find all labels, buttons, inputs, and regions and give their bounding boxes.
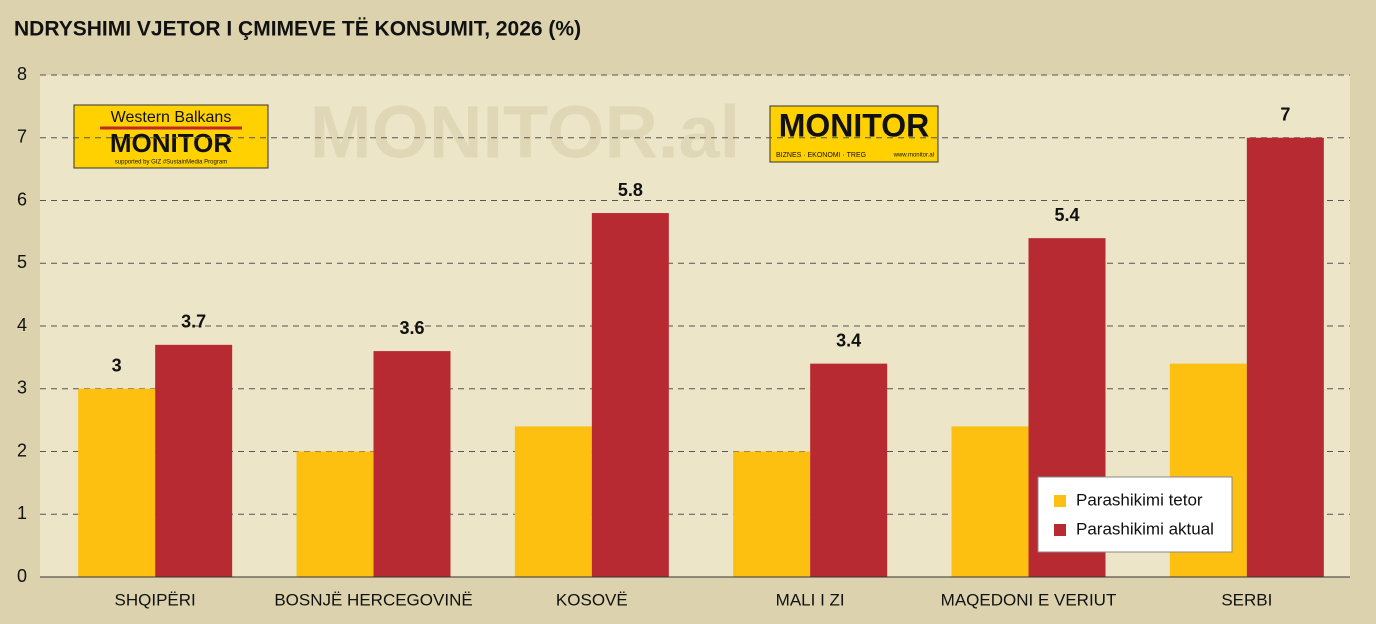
bar xyxy=(1246,137,1324,577)
y-tick-label: 7 xyxy=(17,127,27,147)
bar xyxy=(951,426,1029,577)
x-tick-label: KOSOVË xyxy=(556,590,628,609)
y-tick-label: 0 xyxy=(17,566,27,586)
bar xyxy=(810,363,888,577)
x-tick-label: MAQEDONI E VERIUT xyxy=(941,590,1117,609)
data-label: 5.4 xyxy=(1054,205,1079,225)
data-label: 5.8 xyxy=(618,180,643,200)
y-tick-label: 2 xyxy=(17,440,27,460)
data-label: 3.4 xyxy=(836,330,861,350)
bar xyxy=(296,451,374,577)
bar xyxy=(373,351,451,577)
bar xyxy=(78,388,156,577)
logo-name: MONITOR xyxy=(110,128,233,158)
logo-box xyxy=(73,104,269,169)
y-tick-label: 4 xyxy=(17,315,27,335)
legend-label: Parashikimi tetor xyxy=(1076,490,1203,509)
x-tick-label: MALI I ZI xyxy=(776,590,845,609)
bar xyxy=(733,451,811,577)
legend-label: Parashikimi aktual xyxy=(1076,519,1214,538)
y-tick-label: 6 xyxy=(17,189,27,209)
bar xyxy=(591,213,669,578)
logo-site: www.monitor.al xyxy=(893,153,934,159)
logo-bottom: BIZNES · EKONOMI · TREG xyxy=(776,152,866,159)
logo-box xyxy=(769,105,939,163)
watermark: MONITOR.al xyxy=(310,91,740,174)
bar xyxy=(155,344,233,577)
data-label: 7 xyxy=(1280,105,1290,125)
y-tick-label: 8 xyxy=(17,64,27,84)
x-tick-label: BOSNJË HERCEGOVINË xyxy=(274,590,472,609)
data-label: 3.7 xyxy=(181,312,206,332)
y-tick-label: 5 xyxy=(17,252,27,272)
legend-box xyxy=(1037,476,1233,553)
logo-bottom: supported by GIZ #SustainMedia Program xyxy=(115,160,227,166)
legend-swatch xyxy=(1054,495,1066,507)
x-tick-label: SHQIPËRI xyxy=(115,590,196,609)
x-tick-label: SERBI xyxy=(1221,590,1272,609)
data-label: 3.6 xyxy=(399,318,424,338)
logo-top: Western Balkans xyxy=(111,109,232,126)
logo-monitor: MONITOR BIZNES · EKONOMI · TREG www.moni… xyxy=(769,105,939,163)
chart-title: NDRYSHIMI VJETOR I ÇMIMEVE TË KONSUMIT, … xyxy=(14,18,581,41)
data-label: 3 xyxy=(112,356,122,376)
y-tick-label: 1 xyxy=(17,503,27,523)
y-tick-label: 3 xyxy=(17,378,27,398)
logo-wb: Western Balkans MONITOR supported by GIZ… xyxy=(73,104,269,169)
bar xyxy=(514,426,592,577)
legend-swatch xyxy=(1054,524,1066,536)
